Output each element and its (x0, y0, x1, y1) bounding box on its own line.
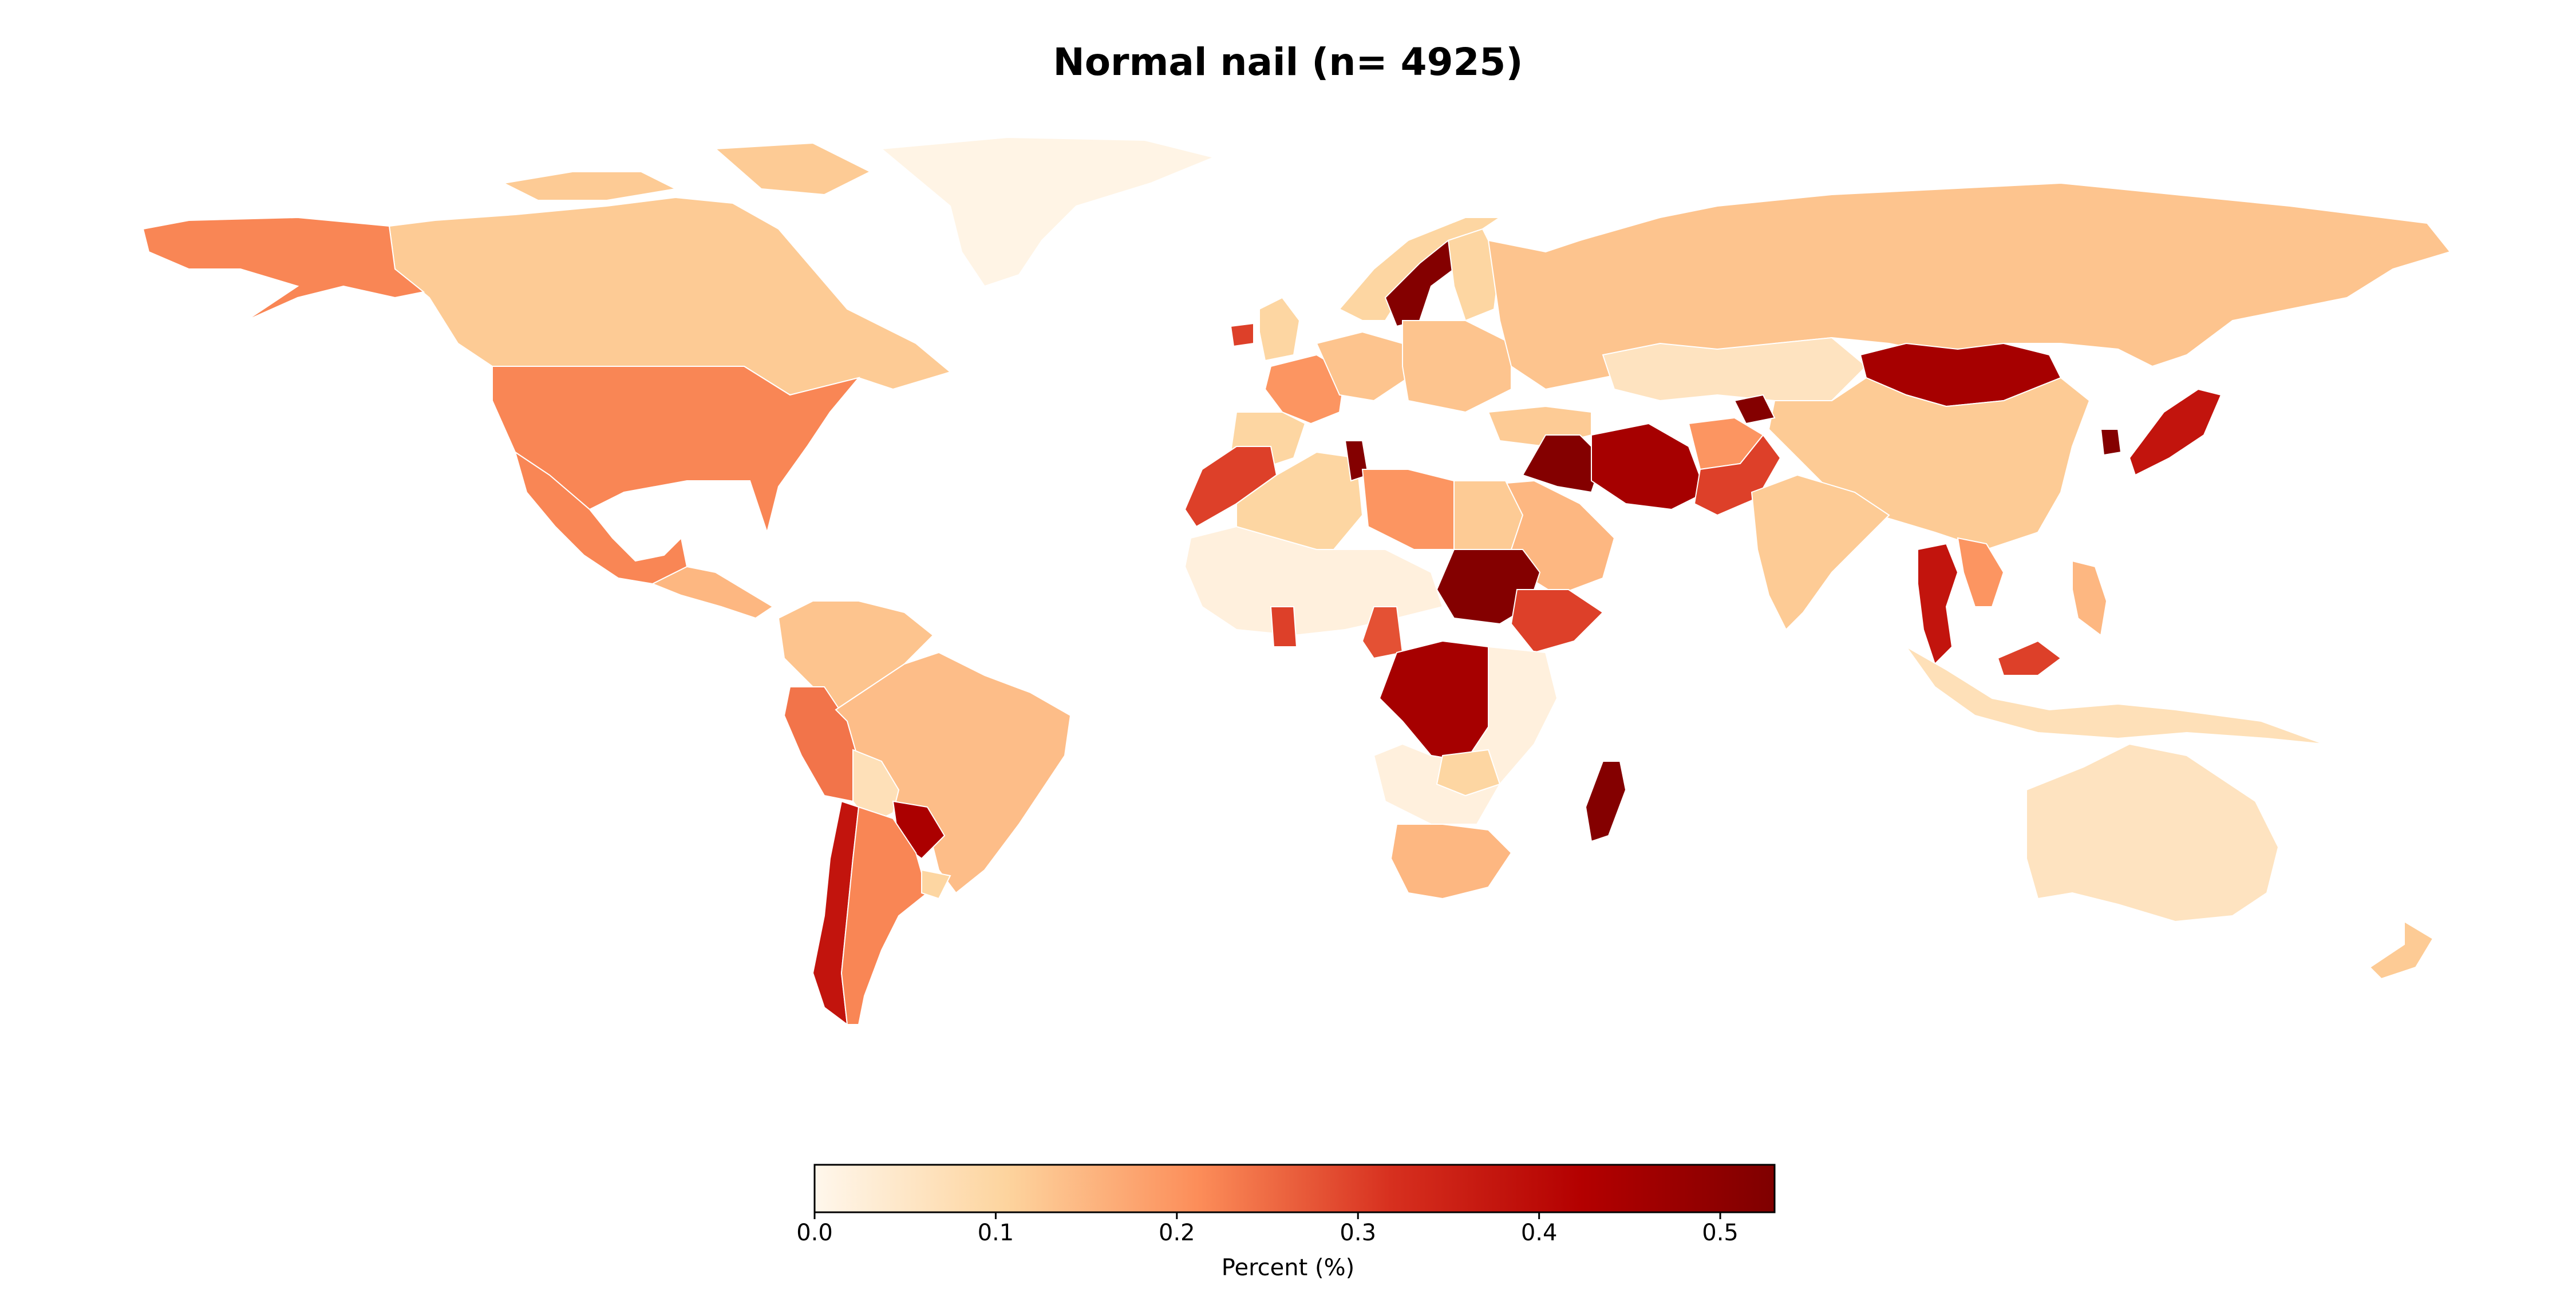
country-united-kingdom: United Kingdom (1259, 296, 1301, 362)
country-libya: Libya (1361, 469, 1455, 550)
country-greenland: Greenland (880, 136, 1216, 287)
country-mexico: Mexico (514, 450, 688, 585)
country-vietnam: Vietnam (1957, 537, 2005, 607)
colorbar-tick-label: 0.3 (1340, 1220, 1377, 1246)
country-france: France (1264, 354, 1346, 425)
country-indonesia: Indonesia (1906, 646, 2325, 745)
country-eastern-europe: Eastern Europe (1402, 320, 1512, 413)
country-finland: Finland (1447, 228, 1501, 322)
colorbar (813, 1164, 1776, 1213)
colorbar-tick-label: 0.5 (1702, 1220, 1739, 1246)
country-egypt: Egypt (1453, 480, 1524, 550)
colorbar-tick-label: 0.4 (1520, 1220, 1558, 1246)
country-argentina: Argentina (840, 806, 929, 1025)
country-ghana: Ghana (1270, 606, 1298, 647)
country-bolivia: Bolivia (852, 749, 900, 825)
country-thailand: Thailand (1917, 543, 1959, 665)
country-central-america: Central America (651, 566, 774, 619)
country-layer: CanadaAlaskaUnited StatesMexicoGreenland… (142, 136, 2451, 1026)
map-title: Normal nail (n= 4925) (1053, 40, 1523, 84)
country-ireland: Ireland (1230, 322, 1254, 347)
country-madagascar: Madagascar (1585, 761, 1627, 843)
country-zambia: Zambia (1436, 749, 1501, 797)
country-australia: Australia (2026, 743, 2279, 923)
colorbar-label: Percent (%) (1221, 1255, 1355, 1281)
country-india: India (1751, 474, 1890, 631)
colorbar-tick-label: 0.0 (796, 1220, 833, 1246)
country-philippines: Philippines (2072, 560, 2108, 636)
country-iraq: Iraq (1522, 434, 1604, 493)
country-canada: Canada (388, 142, 952, 396)
country-iran: Iran (1591, 422, 1707, 511)
country-malaysia: Malaysia (1997, 640, 2062, 676)
country-cameroon: Cameroon (1361, 606, 1404, 659)
colorbar-tick-label: 0.1 (977, 1220, 1014, 1246)
country-alaska: Alaska (142, 216, 425, 321)
country-japan: Japan (2128, 388, 2222, 476)
colorbar-ticks (813, 1212, 1721, 1219)
country-new-zealand: New Zealand (2369, 920, 2434, 980)
country-south-korea: South Korea (2100, 429, 2122, 456)
country-uruguay: Uruguay (921, 869, 951, 900)
country-tajikistan: Tajikistan (1733, 394, 1776, 425)
colorbar-tick-label: 0.2 (1159, 1220, 1195, 1246)
country-south-africa: South Africa (1390, 824, 1512, 900)
country-kazakhstan: Kazakhstan (1602, 337, 1867, 402)
country-ethiopia: Ethiopia (1510, 589, 1604, 654)
